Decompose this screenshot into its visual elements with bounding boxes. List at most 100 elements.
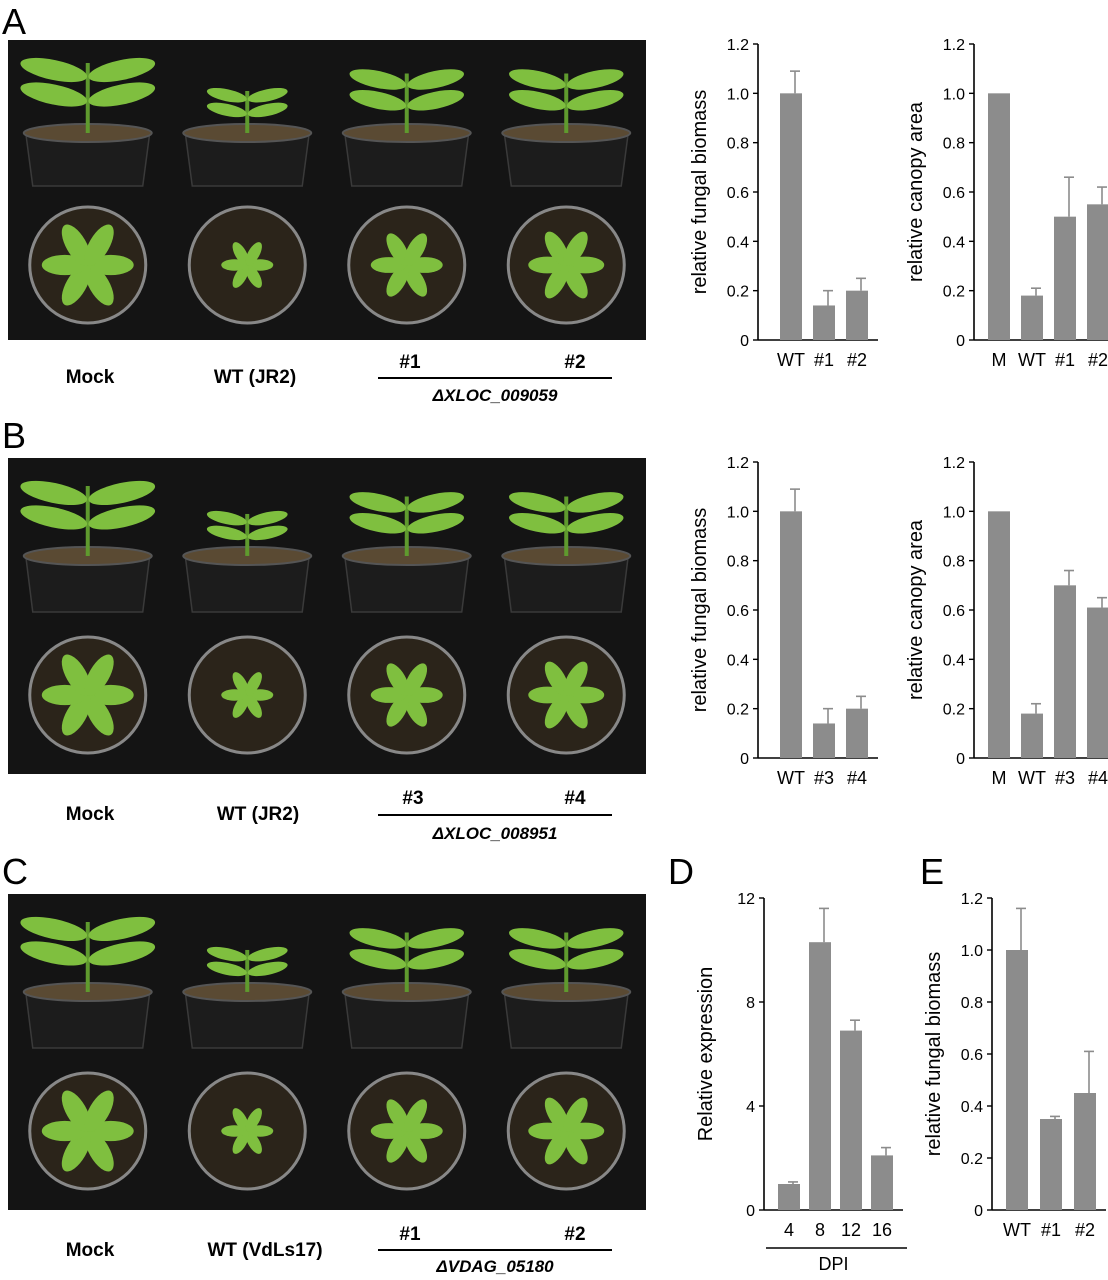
- y-tick-label: 1.2: [961, 891, 983, 908]
- label-mock: Mock: [65, 804, 115, 825]
- leaf-top-view: [563, 264, 588, 299]
- leaf-top-view: [61, 224, 91, 266]
- y-tick-label: 0.2: [727, 284, 749, 301]
- y-tick-label: 1.0: [961, 943, 983, 960]
- y-tick-label: 1.0: [727, 504, 749, 521]
- leaf-top-view: [245, 1130, 262, 1154]
- leaf: [206, 510, 247, 526]
- plant-photo-illustration: [8, 894, 646, 1210]
- leaf: [20, 505, 88, 530]
- y-tick-label: 0.4: [943, 234, 965, 251]
- leaf-top-view: [245, 242, 262, 266]
- panel-letter-a: A: [2, 1, 27, 42]
- y-tick-label: 0.2: [961, 1151, 983, 1168]
- bar: [778, 1184, 800, 1210]
- leaf-top-view: [61, 694, 91, 736]
- leaf-top-view: [563, 661, 588, 696]
- y-tick-label: 0.8: [943, 136, 965, 153]
- leaf: [88, 57, 156, 83]
- leaf-top-view: [563, 1097, 588, 1132]
- leaf: [247, 510, 288, 526]
- y-tick-label: 1.0: [943, 86, 965, 103]
- y-tick-label: 0.6: [943, 603, 965, 620]
- plant-photo-a: [8, 40, 646, 340]
- leaf: [509, 512, 566, 534]
- x-axis-label: DPI: [818, 1254, 848, 1274]
- leaf-top-view: [386, 1099, 410, 1132]
- bar: [780, 511, 802, 758]
- leaf: [407, 512, 464, 534]
- leaf-top-view: [61, 1090, 91, 1132]
- plant-photo-b: [8, 458, 646, 774]
- bar: [988, 93, 1010, 340]
- label-mock: Mock: [65, 1240, 115, 1261]
- leaf-top-view: [84, 1130, 114, 1172]
- x-tick-label: 8: [815, 1220, 825, 1240]
- bar: [813, 723, 835, 758]
- chart-e-fungal-biomass: 0 0.2 0.4 0.6 0.8 1.0 1.2 relative fungal bioma…: [918, 884, 1108, 1274]
- leaf: [20, 480, 88, 506]
- x-tick-label: #3: [1055, 768, 1075, 788]
- leaf-top-view: [232, 242, 249, 266]
- leaf-top-view: [84, 694, 114, 736]
- leaf-top-view: [61, 1130, 91, 1172]
- y-tick-label: 1.0: [727, 86, 749, 103]
- y-tick-label: 0.6: [943, 185, 965, 202]
- y-tick-label: 0.8: [943, 554, 965, 571]
- y-tick-label: 0.4: [961, 1099, 983, 1116]
- panel-letter-d: D: [668, 851, 694, 892]
- leaf-top-view: [61, 264, 91, 306]
- x-tick-label: M: [992, 350, 1007, 370]
- bar-chart-svg: 0 0.2 0.4 0.6 0.8 1.0 1.2 relative fungal bioma…: [923, 891, 1106, 1240]
- leaf-top-view: [563, 231, 588, 266]
- y-axis-label: relative fungal biomass: [923, 952, 945, 1157]
- bar-chart-svg: 0 0.2 0.4 0.6 0.8 1.0 1.2 relative fungal bioma…: [689, 37, 878, 370]
- leaf-top-view: [563, 1130, 588, 1165]
- leaf-top-view: [386, 1130, 410, 1163]
- gene-label: ΔXLOC_009059: [432, 386, 558, 405]
- y-tick-label: 0.4: [727, 652, 749, 669]
- leaf-top-view: [84, 224, 114, 266]
- leaf-top-view: [232, 264, 249, 288]
- leaf: [509, 69, 566, 90]
- label-wild-type: WT (JR2): [213, 367, 297, 388]
- leaf: [407, 928, 464, 949]
- leaf: [349, 928, 407, 949]
- leaf: [349, 69, 407, 90]
- y-tick-label: 0: [740, 751, 749, 768]
- label-wild-type: WT (VdLs17): [207, 1240, 323, 1261]
- chart-b-fungal-biomass: 0 0.2 0.4 0.6 0.8 1.0 1.2 relative fungal bioma…: [668, 448, 878, 808]
- y-tick-label: 1.2: [943, 455, 965, 472]
- plant-photo-illustration: [8, 40, 646, 340]
- leaf: [206, 946, 247, 962]
- x-tick-label: 4: [784, 1220, 794, 1240]
- leaf: [407, 492, 464, 513]
- x-tick-label: #1: [1041, 1220, 1061, 1240]
- leaf: [247, 102, 288, 118]
- y-tick-label: 8: [746, 995, 755, 1012]
- leaf-top-view: [544, 231, 569, 266]
- y-axis-label: relative canopy area: [905, 519, 927, 700]
- y-tick-label: 1.0: [943, 504, 965, 521]
- bar: [846, 708, 868, 758]
- y-tick-label: 1.2: [727, 37, 749, 54]
- leaf-top-view: [544, 1130, 569, 1165]
- leaf-top-view: [563, 694, 588, 729]
- y-axis-label: Relative expression: [695, 967, 717, 1142]
- leaf: [509, 492, 566, 513]
- leaf-top-view: [404, 264, 428, 297]
- chart-a-fungal-biomass: 0 0.2 0.4 0.6 0.8 1.0 1.2 relative fungal bioma…: [668, 30, 878, 390]
- leaf-top-view: [544, 694, 569, 729]
- y-tick-label: 0: [974, 1203, 983, 1220]
- bar-chart-svg: 0 0.2 0.4 0.6 0.8 1.0 1.2 relative fungal bioma…: [689, 455, 878, 788]
- y-axis-label: relative fungal biomass: [689, 508, 711, 713]
- bar: [1006, 950, 1028, 1210]
- leaf: [206, 102, 247, 118]
- bar: [988, 511, 1010, 758]
- x-tick-label: #4: [1088, 768, 1108, 788]
- label-mutant-1: #1: [399, 1224, 421, 1245]
- x-tick-label: M: [992, 768, 1007, 788]
- leaf-top-view: [386, 264, 410, 297]
- bar: [809, 942, 831, 1210]
- label-mock: Mock: [65, 367, 115, 388]
